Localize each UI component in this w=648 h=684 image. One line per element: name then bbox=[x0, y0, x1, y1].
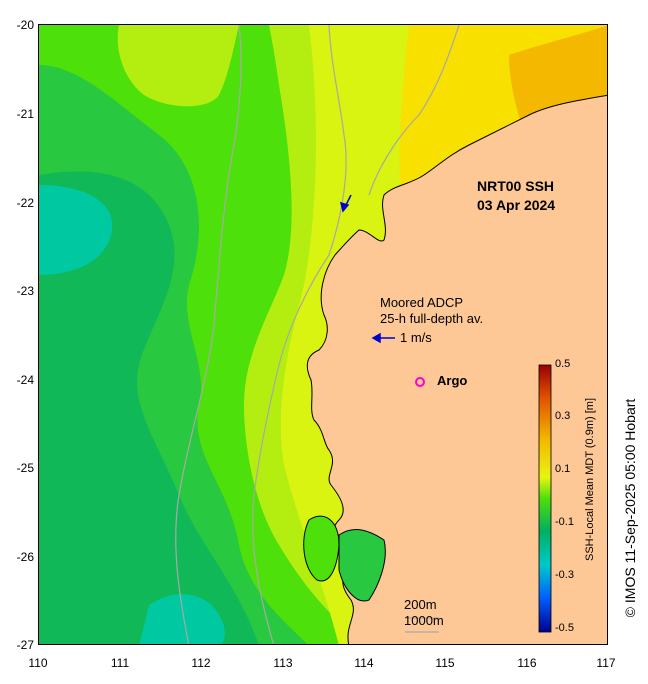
isobath-200m bbox=[252, 25, 347, 644]
lat-label: -20 bbox=[16, 18, 34, 32]
lon-label: 112 bbox=[191, 656, 211, 670]
ssh-map-canvas bbox=[39, 25, 607, 644]
ssh-field-low bbox=[39, 171, 259, 644]
legend-arrow-head bbox=[371, 332, 381, 344]
speed-scale-label: 1 m/s bbox=[400, 330, 432, 345]
colorbar bbox=[538, 364, 552, 633]
ssh-field-lowest-west bbox=[39, 185, 113, 275]
ssh-field-north-lobe bbox=[117, 25, 239, 107]
colorbar-tick: 0.1 bbox=[555, 463, 571, 475]
lat-label: -25 bbox=[16, 461, 34, 475]
velocity-arrows bbox=[339, 194, 395, 344]
colorbar-tick: 0.5 bbox=[555, 358, 571, 370]
lon-label: 113 bbox=[273, 656, 293, 670]
lon-label: 111 bbox=[110, 656, 130, 670]
lon-label: 117 bbox=[596, 656, 616, 670]
colorbar-title: SSH-Local Mean MDT (0.9m) [m] bbox=[584, 397, 596, 561]
title-product: NRT00 SSH bbox=[477, 178, 555, 194]
shark-bay-water bbox=[303, 515, 340, 582]
adcp-title: Moored ADCP bbox=[380, 295, 464, 310]
adcp-annotation: Moored ADCP 25-h full-depth av. bbox=[380, 295, 483, 327]
lat-label: -24 bbox=[16, 373, 34, 387]
colorbar-tick: -0.3 bbox=[555, 569, 574, 581]
adcp-subtitle: 25-h full-depth av. bbox=[380, 311, 484, 326]
isobath-label-1000: 1000m bbox=[404, 613, 444, 628]
map-title: NRT00 SSH 03 Apr 2024 bbox=[477, 177, 555, 215]
lat-label: -23 bbox=[16, 284, 34, 298]
lon-label: 110 bbox=[28, 656, 48, 670]
lat-label: -27 bbox=[16, 638, 34, 652]
lon-label: 114 bbox=[354, 656, 374, 670]
colorbar-tick: -0.1 bbox=[555, 516, 574, 528]
velocity-arrow-head bbox=[339, 201, 350, 213]
ssh-map bbox=[38, 24, 608, 645]
argo-label: Argo bbox=[437, 373, 468, 388]
title-date: 03 Apr 2024 bbox=[477, 197, 556, 213]
ssh-field-lowest-south bbox=[139, 594, 225, 644]
shark-bay-inner bbox=[338, 529, 386, 602]
isobath-nw-shelf bbox=[368, 25, 460, 196]
lat-label: -21 bbox=[16, 107, 34, 121]
isobath-label-200: 200m bbox=[404, 597, 437, 612]
argo-marker bbox=[415, 377, 425, 387]
lon-label: 115 bbox=[435, 656, 455, 670]
lat-label: -26 bbox=[16, 550, 34, 564]
isobath-1000m bbox=[175, 25, 242, 644]
colorbar-tick: -0.5 bbox=[555, 622, 574, 634]
lat-label: -22 bbox=[16, 196, 34, 210]
credit-text: © IMOS 11-Sep-2025 05:00 Hobart bbox=[622, 398, 638, 618]
colorbar-tick: 0.3 bbox=[555, 410, 571, 422]
lon-label: 116 bbox=[517, 656, 537, 670]
